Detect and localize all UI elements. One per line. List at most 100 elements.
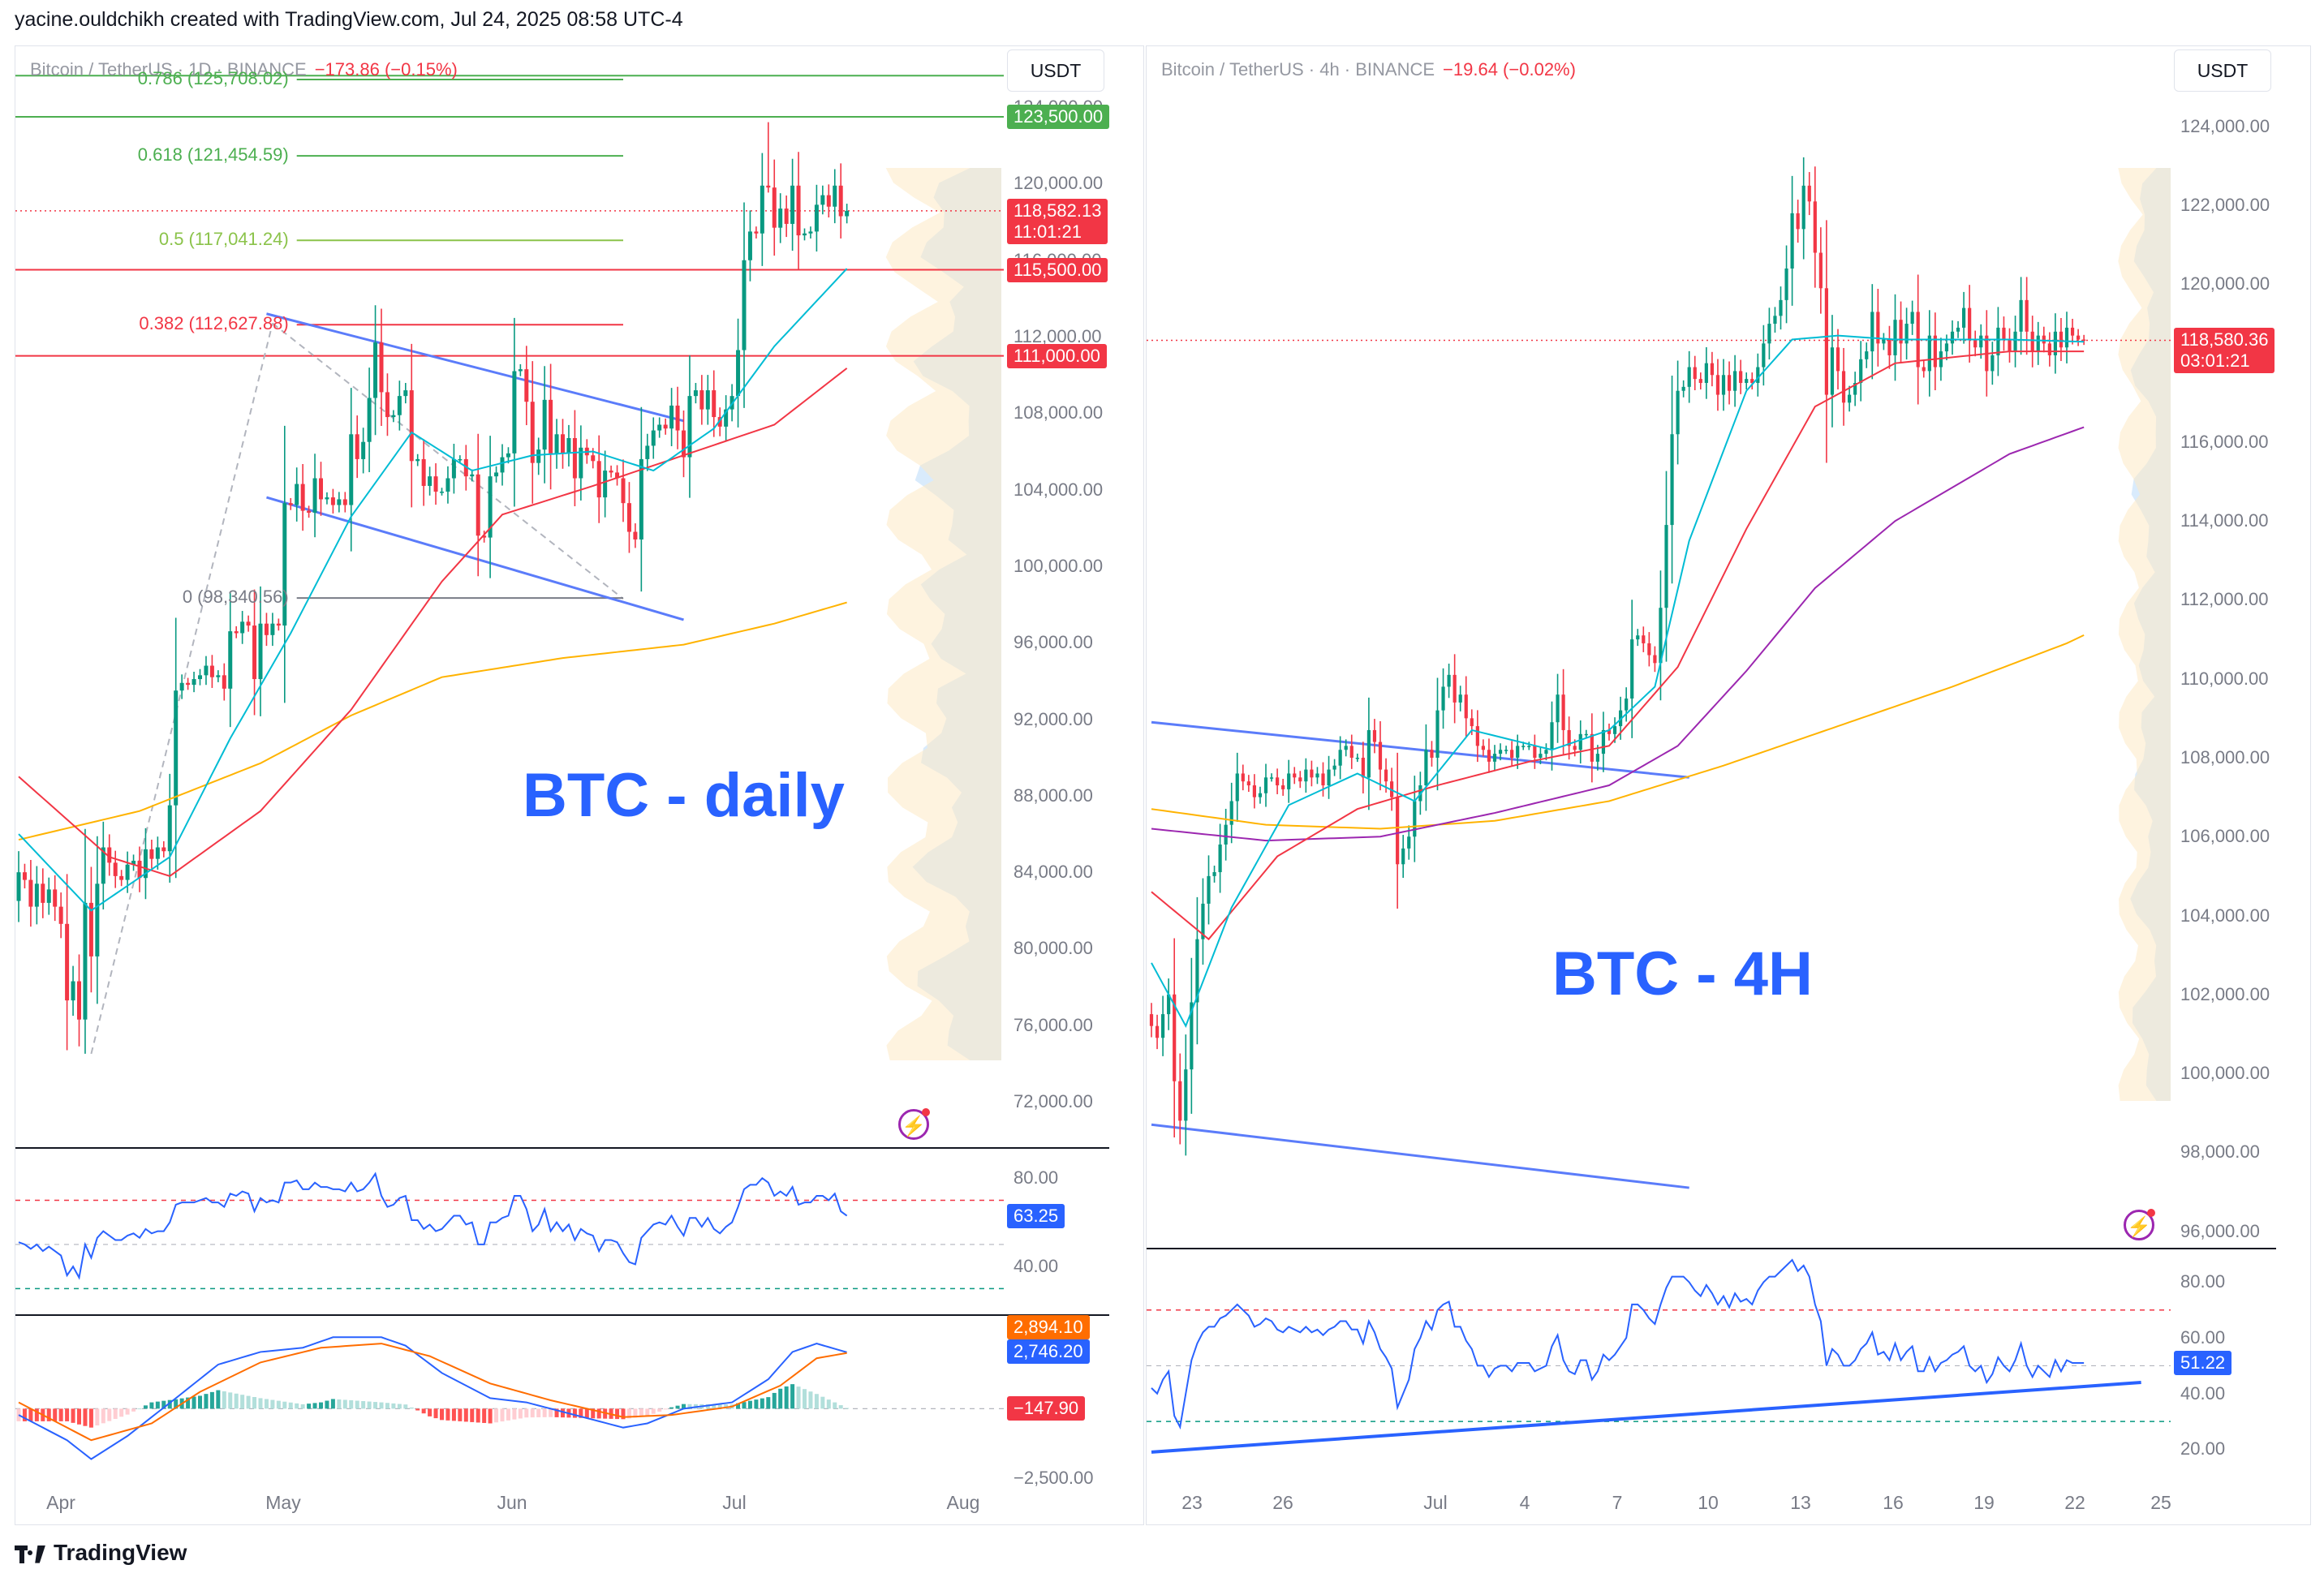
candle <box>1818 252 1823 289</box>
time-axis-tick: 19 <box>1973 1492 1995 1513</box>
candle <box>1830 347 1835 395</box>
price-axis-tick: 96,000.00 <box>1014 632 1093 653</box>
candle <box>826 195 831 207</box>
candle <box>1893 320 1897 355</box>
tradingview-footer[interactable]: TradingView <box>15 1540 187 1566</box>
candle <box>621 478 626 504</box>
macd-value-badge: 2,746.20 <box>1007 1339 1090 1364</box>
macd-histogram-bar <box>95 1408 100 1425</box>
candle <box>1470 718 1474 727</box>
lightning-alert-icon[interactable]: ⚡ <box>2124 1209 2155 1240</box>
candle <box>512 371 517 454</box>
macd-histogram-bar <box>385 1403 389 1409</box>
time-axis-tick: Jul <box>1423 1492 1448 1513</box>
macd-histogram-bar <box>276 1400 281 1409</box>
candle <box>1612 726 1617 734</box>
candle <box>1332 765 1336 770</box>
candle <box>1601 729 1606 754</box>
macd-histogram-bar <box>742 1402 747 1409</box>
daily-chart-panel[interactable]: Bitcoin / TetherUS · 1D · BINANCE −173.86… <box>15 45 1144 1525</box>
macd-histogram-bar <box>53 1408 58 1421</box>
time-axis-tick: 13 <box>1790 1492 1811 1513</box>
candle <box>1956 327 1960 332</box>
candle <box>609 471 613 473</box>
fib-level-label: 0.618 (121,454.59) <box>137 144 289 166</box>
candle <box>101 847 105 884</box>
macd-histogram-bar <box>234 1393 239 1409</box>
candle <box>1801 185 1805 230</box>
candle <box>307 510 312 513</box>
candle <box>161 847 166 852</box>
macd-histogram-bar <box>724 1404 729 1409</box>
lightning-alert-icon[interactable]: ⚡ <box>898 1108 930 1140</box>
candle <box>1653 655 1657 664</box>
candle <box>1504 750 1508 751</box>
candle <box>639 458 643 540</box>
macd-histogram-bar <box>440 1408 444 1421</box>
candle <box>1721 375 1726 395</box>
candle <box>1178 1081 1182 1121</box>
candle <box>246 621 251 626</box>
candle <box>458 458 463 461</box>
candle <box>65 923 70 1001</box>
candle <box>1561 694 1565 730</box>
daily-symbol-title: Bitcoin / TetherUS · 1D · BINANCE −173.86… <box>30 59 458 80</box>
price-badge: 118,580.36 03:01:21 <box>2174 328 2275 374</box>
candle <box>1298 777 1302 782</box>
daily-chart-svg[interactable] <box>15 46 1143 1524</box>
candle <box>216 675 221 677</box>
fib-level-label: 0.786 (125,708.02) <box>137 67 289 88</box>
candle <box>1355 757 1359 759</box>
4h-currency-button[interactable]: USDT <box>2174 49 2271 92</box>
candle <box>28 879 33 907</box>
candle <box>1190 1002 1194 1070</box>
candle <box>747 231 752 260</box>
macd-histogram-bar <box>149 1402 154 1409</box>
candle <box>1779 299 1783 316</box>
macd-histogram-bar <box>330 1399 335 1409</box>
macd-histogram-bar <box>663 1408 668 1410</box>
candle <box>167 805 172 852</box>
4h-symbol-name: Bitcoin / TetherUS · 4h · BINANCE <box>1161 59 1435 80</box>
daily-currency-button[interactable]: USDT <box>1007 49 1104 92</box>
macd-histogram-bar <box>209 1391 214 1409</box>
candle <box>1338 750 1342 766</box>
price-axis-tick: 104,000.00 <box>1014 479 1104 500</box>
macd-histogram-bar <box>584 1408 589 1419</box>
macd-histogram-bar <box>349 1400 354 1409</box>
candle <box>1773 316 1777 325</box>
ma-short-line <box>18 268 848 912</box>
candle <box>1990 355 1995 372</box>
candle <box>1567 729 1571 746</box>
macd-histogram-bar <box>131 1408 136 1412</box>
macd-histogram-bar <box>77 1408 81 1425</box>
candle <box>1366 729 1371 778</box>
rsi-value-badge: 63.25 <box>1007 1203 1065 1228</box>
rsi-axis-tick: 80.00 <box>1014 1167 1059 1189</box>
candle <box>1510 750 1514 758</box>
candle <box>833 185 837 207</box>
4h-chart-svg[interactable] <box>1147 46 2310 1524</box>
macd-histogram-bar <box>192 1396 196 1409</box>
candle <box>433 476 438 492</box>
candle <box>46 889 51 903</box>
candle <box>330 497 335 505</box>
candle <box>1293 773 1297 778</box>
macd-histogram-bar <box>717 1404 722 1409</box>
ma-long-line <box>1151 634 2085 830</box>
candle <box>1687 367 1691 387</box>
time-axis-tick: 4 <box>1519 1492 1530 1513</box>
candle <box>663 424 668 429</box>
candle <box>1996 327 2000 355</box>
macd-histogram-bar <box>760 1398 764 1409</box>
candle <box>222 675 226 689</box>
macd-histogram-bar <box>554 1408 559 1417</box>
candle <box>1556 694 1560 723</box>
macd-axis-tick: −2,500.00 <box>1014 1468 1094 1488</box>
macd-histogram-bar <box>186 1397 191 1409</box>
candle <box>1853 383 1857 395</box>
candle <box>1167 994 1171 1015</box>
candle <box>542 399 547 450</box>
4h-chart-panel[interactable]: Bitcoin / TetherUS · 4h · BINANCE −19.64 … <box>1146 45 2311 1525</box>
macd-histogram-bar <box>512 1408 517 1420</box>
